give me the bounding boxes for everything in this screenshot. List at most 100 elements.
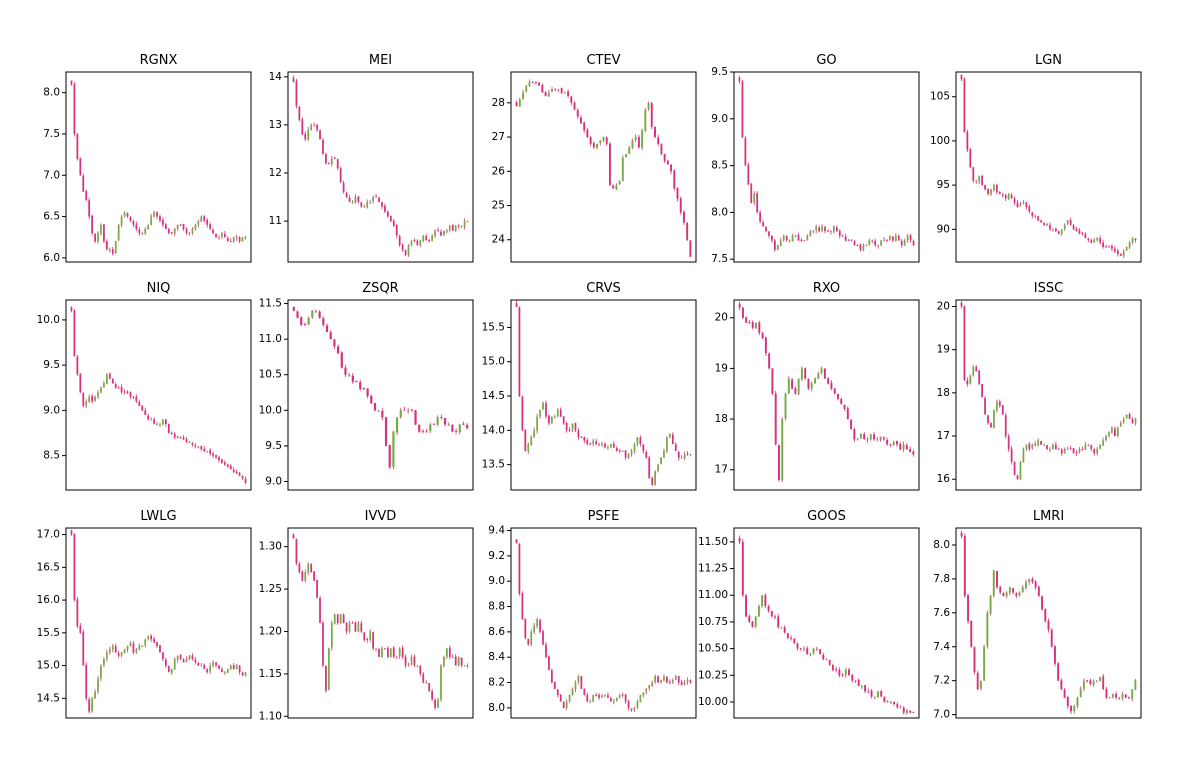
candle-body (1105, 246, 1107, 248)
candle-body (126, 213, 129, 217)
candle-body (574, 682, 577, 690)
candle-body (144, 228, 147, 234)
candle-body (788, 240, 791, 242)
candle-body (780, 627, 783, 629)
candle-body (800, 368, 803, 380)
candle-body (666, 676, 668, 683)
subplot-title: RXO (813, 281, 840, 296)
candle-body (1031, 444, 1034, 449)
candle-body (589, 701, 592, 703)
candle-body (682, 211, 685, 223)
y-tick-label: 9.5 (711, 66, 728, 78)
plot-frame (733, 299, 920, 491)
candle-body (1060, 449, 1063, 454)
candle-body (395, 225, 398, 236)
candle-body (663, 154, 666, 162)
y-tick-label: 8.0 (711, 206, 728, 218)
candle-body (545, 402, 547, 417)
candle-body (218, 665, 220, 669)
candle-body (900, 240, 903, 246)
candle-body (680, 681, 683, 686)
candle-body (657, 464, 659, 471)
candle-body (153, 212, 155, 217)
plot-frame (287, 299, 474, 491)
candle-body (1105, 688, 1108, 698)
candle-body (392, 431, 395, 468)
subplot-lgn: LGN 90 95 100 105 (930, 53, 1142, 263)
candle-body (599, 140, 602, 144)
candle-body (803, 240, 806, 242)
y-tick-label: 90 (937, 223, 950, 235)
candle-body (105, 241, 108, 250)
y-tick-label: 11.00 (698, 589, 728, 601)
candle-body (567, 91, 570, 96)
candle-body (621, 450, 624, 452)
candle-body (817, 373, 820, 379)
candle-body (1134, 418, 1137, 424)
candle-body (316, 579, 318, 598)
candle-body (345, 622, 348, 632)
candle-body (144, 410, 147, 415)
candle-body (1053, 646, 1056, 664)
candle-body (150, 419, 153, 421)
candle-body (1066, 448, 1069, 450)
candle-body (550, 416, 553, 424)
candle-body (822, 654, 825, 660)
candle-body (373, 403, 377, 411)
candle-body (138, 645, 141, 650)
subplot-title: LGN (1035, 53, 1062, 68)
candle-body (70, 80, 73, 85)
candle-body (94, 691, 96, 699)
candle-body (70, 530, 73, 535)
subplot-title: CTEV (586, 53, 620, 68)
candle-body (621, 694, 624, 696)
candle-body (1013, 198, 1016, 203)
candle-body (1016, 475, 1019, 480)
candle-body (462, 423, 465, 425)
candle-body (998, 191, 1001, 194)
plot-frame (510, 527, 697, 719)
candle-body (296, 311, 299, 318)
candle-body (824, 227, 826, 232)
y-tick-label: 24 (492, 234, 506, 246)
candle-body (605, 137, 608, 144)
candle-body (241, 672, 244, 676)
candle-body (668, 433, 671, 438)
candle-body (319, 598, 321, 623)
candle-body (1060, 229, 1063, 234)
candle-body (864, 685, 867, 692)
y-tick-label: 7.2 (933, 675, 950, 687)
candle-body (674, 444, 677, 451)
candle-body (1063, 689, 1066, 698)
candle-body (748, 322, 751, 324)
candle-body (167, 424, 170, 433)
candle-body (531, 82, 534, 84)
candle-body (673, 170, 676, 189)
candle-body (167, 228, 170, 234)
candle-body (751, 621, 754, 628)
candle-body (883, 697, 886, 702)
candle-body (738, 303, 741, 308)
candle-body (654, 126, 656, 138)
candle-body (342, 614, 345, 623)
candle-body (563, 92, 566, 94)
candle-body (366, 639, 369, 641)
candle-body (670, 164, 673, 172)
candle-body (770, 610, 773, 617)
candle-body (745, 595, 748, 617)
candle-body (451, 225, 454, 231)
candle-body (987, 415, 989, 424)
candle-body (342, 182, 345, 193)
candle-body (322, 139, 324, 154)
subplot-title: NIQ (147, 281, 171, 296)
candle-body (120, 386, 123, 393)
candle-body (1078, 230, 1081, 234)
candle-body (871, 240, 874, 242)
candle-body (1043, 222, 1045, 225)
y-tick-label: 16.5 (37, 561, 60, 573)
candle-body (993, 410, 995, 429)
candle-body (1111, 427, 1113, 433)
candles (960, 74, 1137, 259)
candle-body (126, 391, 129, 393)
candle-body (351, 623, 354, 624)
